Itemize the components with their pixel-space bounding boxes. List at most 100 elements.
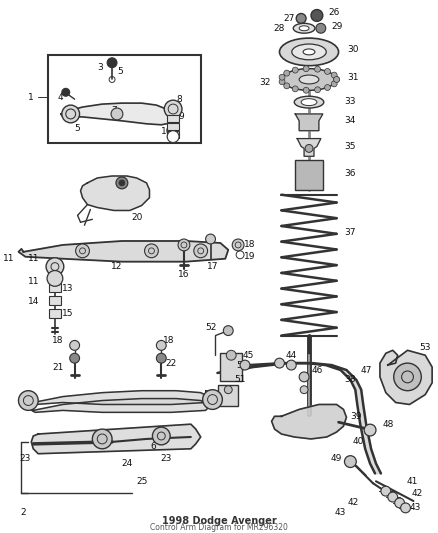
Bar xyxy=(49,284,61,292)
Circle shape xyxy=(334,77,339,83)
Text: 28: 28 xyxy=(274,24,285,33)
Polygon shape xyxy=(295,114,323,131)
Circle shape xyxy=(296,13,306,23)
Bar xyxy=(219,385,238,407)
Circle shape xyxy=(388,492,398,502)
Text: 15: 15 xyxy=(62,309,74,318)
Circle shape xyxy=(344,456,356,467)
Circle shape xyxy=(401,503,410,513)
Ellipse shape xyxy=(299,75,319,84)
Circle shape xyxy=(107,58,117,68)
Polygon shape xyxy=(28,399,211,413)
Circle shape xyxy=(119,180,125,186)
Circle shape xyxy=(226,350,236,360)
Circle shape xyxy=(232,239,244,251)
Circle shape xyxy=(18,391,38,410)
Bar xyxy=(167,123,179,130)
Bar xyxy=(295,160,323,190)
Text: 27: 27 xyxy=(284,14,295,23)
Text: 5: 5 xyxy=(117,67,123,76)
Circle shape xyxy=(279,79,285,85)
Ellipse shape xyxy=(293,23,315,33)
Circle shape xyxy=(223,326,233,336)
Circle shape xyxy=(292,67,298,73)
Circle shape xyxy=(299,372,309,382)
Text: 19: 19 xyxy=(244,252,256,261)
Text: 51: 51 xyxy=(234,375,246,384)
Text: 26: 26 xyxy=(328,8,339,17)
Text: 11: 11 xyxy=(3,254,14,263)
Text: 40: 40 xyxy=(353,438,364,447)
Text: 7: 7 xyxy=(111,107,117,116)
Circle shape xyxy=(203,390,223,409)
Text: 32: 32 xyxy=(259,78,270,87)
Text: 10: 10 xyxy=(160,127,172,136)
Circle shape xyxy=(152,427,170,445)
Text: 18: 18 xyxy=(52,336,64,345)
Circle shape xyxy=(331,72,337,78)
Text: 3: 3 xyxy=(97,63,103,72)
Ellipse shape xyxy=(279,38,339,66)
Polygon shape xyxy=(81,176,149,211)
Circle shape xyxy=(92,429,112,449)
Text: 5: 5 xyxy=(75,124,81,133)
Bar xyxy=(167,115,179,122)
Ellipse shape xyxy=(299,26,309,31)
Bar xyxy=(220,353,242,381)
Circle shape xyxy=(167,131,179,142)
Text: 13: 13 xyxy=(62,284,74,293)
Text: 35: 35 xyxy=(345,142,356,151)
Circle shape xyxy=(325,68,330,75)
Circle shape xyxy=(381,486,391,496)
Circle shape xyxy=(305,144,313,152)
Text: 11: 11 xyxy=(28,277,39,286)
Text: 45: 45 xyxy=(242,351,254,360)
Circle shape xyxy=(275,358,284,368)
Text: 44: 44 xyxy=(286,351,297,360)
Text: 21: 21 xyxy=(52,362,64,372)
Text: 17: 17 xyxy=(207,262,218,271)
Text: 18: 18 xyxy=(244,240,256,249)
Ellipse shape xyxy=(303,49,315,55)
Circle shape xyxy=(70,341,80,350)
Circle shape xyxy=(334,77,339,83)
Text: 1998 Dodge Avenger: 1998 Dodge Avenger xyxy=(162,516,277,526)
Polygon shape xyxy=(297,139,321,156)
Text: 4: 4 xyxy=(58,93,64,102)
Ellipse shape xyxy=(294,96,324,108)
Circle shape xyxy=(364,424,376,436)
Circle shape xyxy=(240,360,250,370)
Text: 20: 20 xyxy=(131,213,142,222)
Text: 38: 38 xyxy=(345,375,356,384)
Text: 34: 34 xyxy=(345,116,356,125)
Circle shape xyxy=(111,108,123,120)
Text: 1: 1 xyxy=(28,93,34,102)
Text: 50: 50 xyxy=(237,361,248,369)
Polygon shape xyxy=(31,424,201,454)
Bar xyxy=(49,309,61,318)
Circle shape xyxy=(286,360,296,370)
Circle shape xyxy=(394,363,421,391)
Circle shape xyxy=(224,386,232,394)
Circle shape xyxy=(314,87,321,93)
Circle shape xyxy=(325,85,330,91)
Circle shape xyxy=(46,258,64,276)
Text: 33: 33 xyxy=(345,96,356,106)
Text: 16: 16 xyxy=(178,270,190,279)
Text: 49: 49 xyxy=(331,454,342,463)
Circle shape xyxy=(205,234,215,244)
Circle shape xyxy=(395,498,405,508)
Text: 47: 47 xyxy=(360,366,372,375)
Polygon shape xyxy=(272,405,346,439)
Text: 14: 14 xyxy=(28,296,39,305)
Circle shape xyxy=(314,66,321,72)
Polygon shape xyxy=(28,391,211,405)
Ellipse shape xyxy=(301,99,317,106)
Circle shape xyxy=(164,100,182,118)
Bar xyxy=(167,131,179,138)
Circle shape xyxy=(292,86,298,92)
Circle shape xyxy=(279,74,285,80)
Circle shape xyxy=(194,244,208,258)
Circle shape xyxy=(303,87,309,93)
Text: 8: 8 xyxy=(176,95,182,104)
